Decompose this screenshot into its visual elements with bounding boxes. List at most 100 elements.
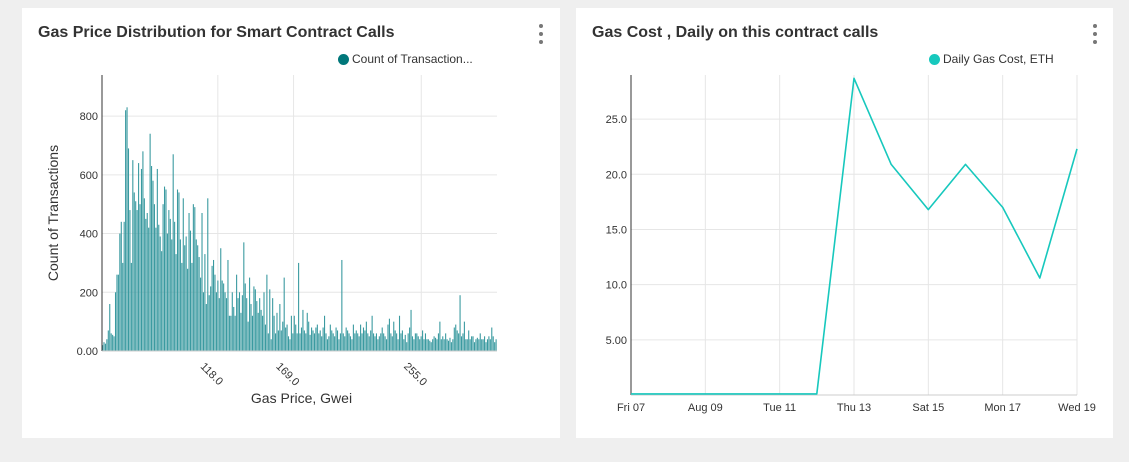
chart-legend[interactable]: Daily Gas Cost, ETH: [929, 52, 1054, 66]
histogram-bar: [299, 333, 301, 351]
histogram-bar: [234, 315, 236, 351]
histogram-bar: [174, 221, 176, 351]
histogram-bar: [485, 342, 487, 351]
histogram-bar: [241, 295, 243, 351]
histogram-bar: [381, 327, 383, 351]
histogram-bar: [230, 315, 232, 351]
histogram-bar: [192, 204, 194, 351]
histogram-bar: [215, 292, 217, 351]
histogram-bar: [387, 324, 389, 351]
histogram-bar: [422, 330, 424, 351]
histogram-bar: [220, 248, 222, 351]
histogram-bar: [172, 154, 174, 351]
histogram-bar: [158, 224, 160, 351]
histogram-bar: [155, 227, 157, 351]
y-tick-label: 25.0: [606, 114, 627, 126]
histogram-bar: [430, 342, 432, 351]
histogram-bar: [463, 321, 465, 351]
histogram-bar: [285, 327, 287, 351]
histogram-bar: [364, 330, 366, 351]
histogram-bar: [374, 336, 376, 351]
histogram-bar: [305, 333, 307, 351]
histogram-bar: [169, 218, 171, 351]
histogram-bar: [201, 213, 203, 351]
histogram-bar: [165, 189, 167, 351]
histogram-bar: [205, 304, 207, 351]
legend-dot-icon: [929, 53, 940, 65]
histogram-bar: [397, 339, 399, 351]
histogram-bar: [194, 207, 196, 351]
panel-title: Gas Price Distribution for Smart Contrac…: [38, 24, 395, 41]
histogram-bar: [179, 239, 181, 351]
histogram-bar: [335, 327, 337, 351]
y-tick-label: 15.0: [606, 224, 627, 236]
histogram-bar: [195, 239, 197, 351]
histogram-bar: [443, 339, 445, 351]
histogram-bar: [262, 315, 264, 351]
histogram-bar: [491, 327, 493, 351]
y-tick-label: 800: [80, 111, 98, 123]
histogram-bar: [336, 330, 339, 351]
histogram-bar: [446, 339, 448, 351]
histogram-bar: [208, 295, 210, 351]
histogram-bar: [458, 333, 460, 351]
histogram-bar: [289, 339, 291, 351]
histogram-bar: [116, 274, 118, 351]
histogram-bar: [377, 339, 379, 351]
histogram-bar: [484, 336, 486, 351]
histogram-bar: [313, 333, 316, 351]
histogram-bar: [243, 242, 245, 351]
histogram-bar: [300, 327, 303, 351]
x-tick-label: 169.0: [273, 361, 301, 389]
histogram-bar: [267, 333, 269, 351]
histogram-bar: [136, 210, 138, 351]
histogram-bar: [426, 339, 428, 351]
histogram-bar: [303, 330, 305, 351]
histogram-bar: [200, 277, 202, 351]
histogram-bar: [181, 262, 183, 351]
histogram-bar: [298, 262, 300, 351]
histogram-bar: [358, 336, 360, 351]
more-options-icon[interactable]: [538, 24, 544, 44]
legend-dot-icon: [338, 53, 349, 65]
histogram-bar: [479, 333, 481, 351]
histogram-bar: [168, 210, 170, 351]
histogram-bar: [345, 327, 347, 351]
histogram-bar: [417, 336, 419, 351]
histogram-bar: [391, 336, 393, 351]
more-options-icon[interactable]: [1092, 24, 1098, 44]
histogram-bar: [227, 259, 229, 351]
histogram-bar: [295, 324, 297, 351]
y-tick-label: 400: [80, 229, 98, 241]
histogram-bar: [283, 277, 285, 351]
histogram-bar: [306, 312, 308, 351]
x-tick-label: Thu 13: [837, 402, 871, 414]
histogram-bar: [436, 339, 438, 351]
histogram-bar: [282, 321, 284, 351]
histogram-bar: [453, 327, 455, 351]
y-axis-title: Count of Transactions: [45, 145, 61, 281]
histogram-bar: [114, 292, 117, 351]
y-tick-label: 20.0: [606, 169, 627, 181]
histogram-bar: [191, 262, 193, 351]
histogram-bar: [424, 333, 427, 351]
x-tick-label: Sat 15: [912, 402, 944, 414]
histogram-bar: [348, 333, 350, 351]
histogram-bar: [189, 230, 192, 351]
x-tick-label: Tue 11: [763, 402, 796, 414]
histogram-bar: [302, 309, 304, 351]
x-tick-label: Mon 17: [984, 402, 1021, 414]
histogram-bar: [187, 268, 189, 351]
histogram-bar: [223, 283, 225, 351]
histogram-bar: [224, 292, 226, 351]
histogram-bar: [151, 166, 153, 351]
histogram-bar: [273, 315, 275, 351]
histogram-bar: [413, 339, 415, 351]
histogram-bar: [321, 336, 323, 351]
histogram-bar: [264, 324, 266, 351]
histogram-bar: [244, 283, 246, 351]
histogram-bar: [371, 315, 373, 351]
chart-legend[interactable]: Count of Transaction...: [338, 52, 473, 66]
histogram-bar: [357, 333, 359, 351]
histogram-bar: [125, 110, 127, 351]
